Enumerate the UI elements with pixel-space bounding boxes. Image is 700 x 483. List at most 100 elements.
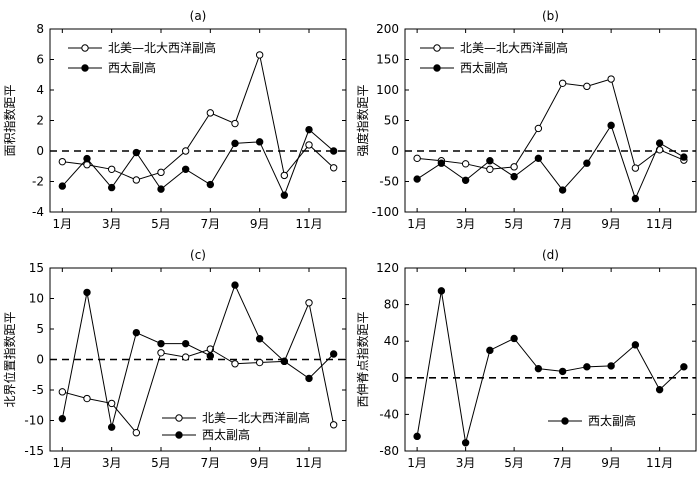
y-tick-label: -5 (32, 383, 44, 397)
legend-label: 西太副高 (460, 60, 508, 75)
legend-label: 西太副高 (108, 60, 156, 75)
data-point-open (255, 51, 264, 59)
data-point-filled (231, 281, 239, 289)
panel-title: (d) (542, 248, 559, 262)
x-tick-label: 3月 (456, 456, 476, 470)
y-tick-label: 4 (36, 83, 44, 97)
data-point-open (107, 399, 116, 408)
x-tick-label: 5月 (504, 217, 524, 231)
data-point-open (231, 360, 239, 368)
plot-frame (49, 28, 347, 213)
y-tick-label: 150 (376, 53, 399, 67)
y-axis-label: 西伸脊点指数距平 (355, 311, 370, 407)
x-tick-label: 9月 (250, 217, 270, 231)
data-point-filled (534, 364, 543, 373)
panel-b: (b) -100 -50 0 50 100 150 200 1月 3月 5月 7月 9月 11月 强度指数距… (355, 9, 697, 231)
y-tick-label: 100 (376, 83, 399, 97)
data-point-open (329, 421, 338, 429)
legend-marker-filled (433, 64, 441, 72)
x-tick-label: 11月 (295, 217, 322, 231)
x-tick-label: 1月 (53, 456, 73, 470)
data-point-filled (255, 138, 264, 146)
y-tick-label: 40 (384, 334, 399, 348)
x-tick-label: 7月 (553, 456, 573, 470)
x-tick-label: 3月 (102, 456, 122, 470)
legend-label: 西太副高 (588, 413, 636, 428)
data-point-open (510, 163, 518, 171)
panel-a: (a) -4 -2 0 2 4 6 8 1月 3月 5月 7月 9月 11月 面积指数距平 北美—北大西洋副高… (2, 9, 347, 231)
data-point-filled (280, 191, 289, 199)
x-tick-label: 1月 (407, 456, 427, 470)
data-point-open (534, 124, 543, 133)
series-line-1 (61, 128, 334, 197)
data-point-filled (461, 439, 470, 447)
y-tick-label: 0 (391, 371, 399, 385)
x-tick-label: 1月 (407, 217, 427, 231)
series-line-0 (416, 290, 685, 443)
series-line-0 (62, 53, 335, 181)
y-tick-label: 0 (36, 353, 44, 367)
x-tick-label: 3月 (102, 217, 122, 231)
data-point-filled (181, 165, 190, 174)
data-point-filled (305, 374, 313, 383)
x-tick-label: 9月 (250, 456, 270, 470)
data-point-filled (107, 183, 116, 192)
data-point-filled (83, 288, 91, 297)
y-axis-label: 北界位置指数距平 (2, 311, 17, 407)
y-tick-label: -15 (24, 444, 44, 458)
legend-marker-filled (81, 64, 89, 72)
y-tick-label: -100 (372, 205, 399, 219)
data-point-filled (607, 121, 615, 130)
x-tick-label: 5月 (151, 456, 171, 470)
data-point-filled (58, 182, 67, 190)
data-point-open (83, 394, 91, 403)
data-point-filled (680, 363, 688, 371)
y-axis-label: 面积指数距平 (2, 84, 17, 156)
panel-title: (c) (190, 248, 206, 262)
data-point-open (413, 154, 421, 163)
plot-frame (404, 28, 697, 213)
data-point-filled (329, 147, 338, 155)
data-point-filled (583, 159, 591, 167)
data-point-open (58, 388, 67, 396)
data-point-filled (305, 125, 313, 134)
y-axis-label: 强度指数距平 (355, 84, 370, 156)
x-tick-label: 7月 (201, 456, 221, 470)
data-point-open (583, 82, 591, 91)
data-point-open (461, 160, 470, 168)
data-point-open (280, 171, 289, 180)
plot-frame (404, 267, 697, 452)
data-point-filled (631, 341, 640, 349)
data-point-open (255, 358, 264, 367)
series-line-1 (416, 124, 685, 200)
data-point-filled (206, 352, 215, 360)
panel-title: (a) (190, 9, 207, 23)
data-point-filled (413, 175, 421, 183)
data-point-filled (510, 334, 518, 343)
y-tick-label: -4 (32, 205, 44, 219)
x-tick-label: 5月 (151, 217, 171, 231)
y-tick-label: -50 (379, 175, 399, 189)
y-tick-label: 0 (36, 144, 44, 158)
data-point-open (181, 147, 190, 155)
data-point-open (58, 157, 67, 166)
data-point-filled (132, 328, 141, 337)
x-tick-label: 1月 (53, 217, 73, 231)
y-tick-label: 200 (376, 22, 399, 36)
x-tick-label: 9月 (601, 456, 621, 470)
y-tick-label: 5 (36, 322, 44, 336)
data-point-filled (413, 432, 421, 441)
data-point-open (631, 164, 640, 172)
data-point-filled (655, 385, 664, 394)
y-tick-label: 50 (384, 114, 399, 128)
y-tick-label: -40 (379, 407, 399, 421)
panel-d: (d) -80 -40 0 40 80 120 1月 3月 5月 7月 9月 11月 西伸脊点指数距平西太… (355, 248, 697, 470)
x-tick-label: 7月 (553, 217, 573, 231)
data-point-filled (461, 176, 470, 184)
legend-marker-open (433, 44, 441, 52)
data-point-filled (157, 339, 165, 348)
y-tick-label: 10 (29, 292, 44, 306)
data-point-open (231, 119, 239, 128)
data-point-filled (329, 350, 338, 358)
data-point-filled (280, 357, 289, 366)
